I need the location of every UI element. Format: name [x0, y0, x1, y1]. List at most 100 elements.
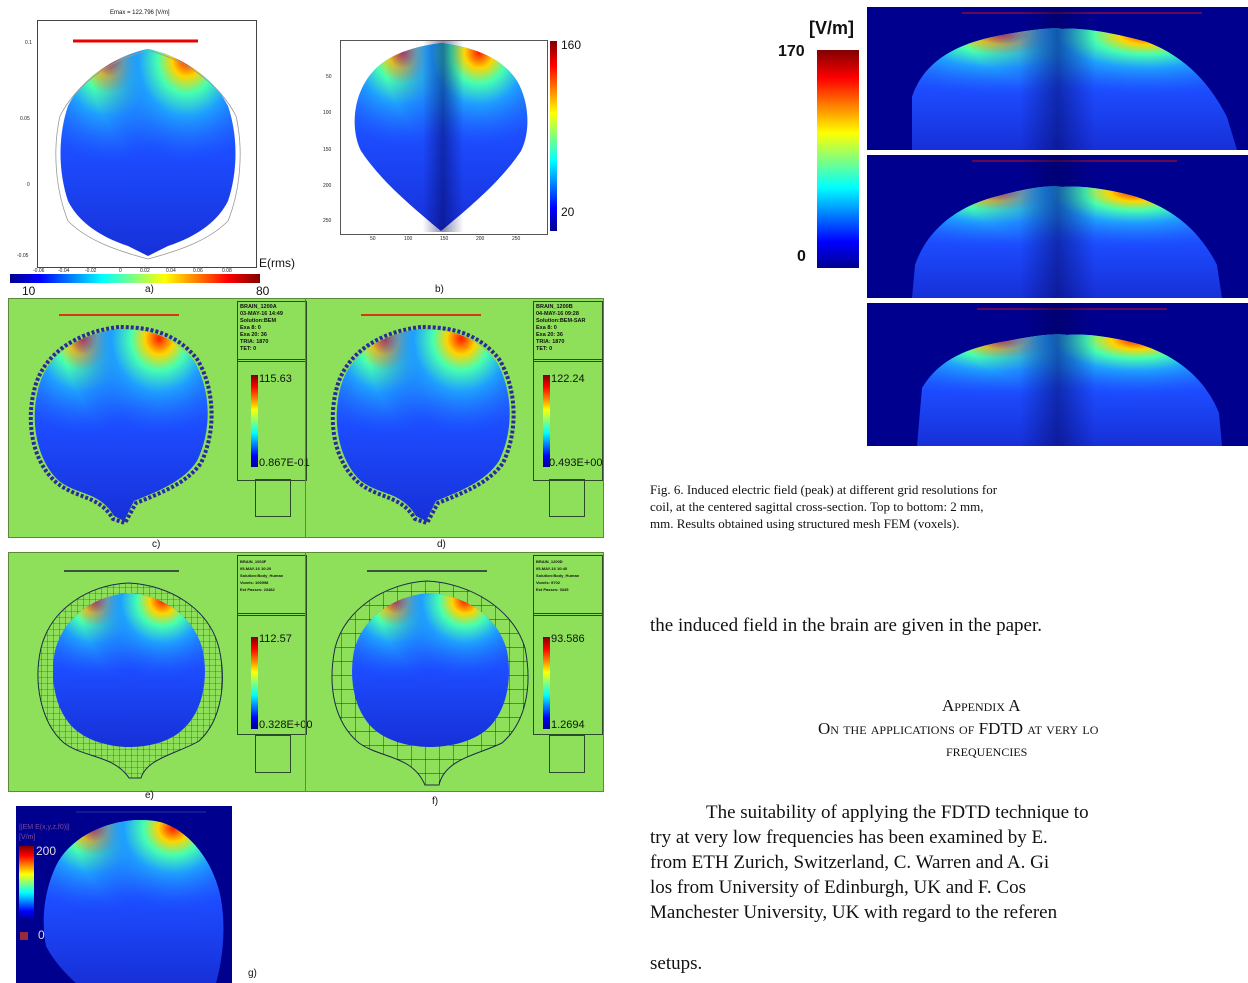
figure-e-cb-max: 112.57 [259, 633, 292, 645]
y-tick: 100 [323, 110, 332, 116]
figure-g-marker [20, 932, 28, 940]
figure-d-info-box: BRAIN_1200B 04-MAY-16 09:28 Solution:BEM… [533, 301, 603, 362]
fig6-caption-line-3: mm. Results obtained using structured me… [650, 516, 960, 531]
info-line: 04-MAY-16 09:28 [536, 311, 579, 317]
info-line: TRIA: 1870 [536, 339, 565, 345]
figure-c-colorbar-box [237, 359, 307, 481]
x-tick: 50 [370, 236, 376, 242]
figure-g-label: g) [248, 968, 257, 979]
fig6-field-bottom [867, 303, 1248, 446]
info-line: Exa 8: 0 [536, 325, 557, 331]
figure-g: ||EM E(x,y,z,f0)|| [V/m] 200 0 [16, 806, 232, 983]
figure-c-colorbar [251, 375, 258, 467]
info-line: BRAIN_1200D [536, 559, 563, 564]
info-line: 03-MAY-16 14:49 [240, 311, 283, 317]
x-tick: -0.06 [33, 268, 45, 274]
figure-a: Emax = 122.796 [V/m] 0.1 0.05 0 -0.05 -0… [0, 10, 300, 298]
info-line: Solution:BEM [240, 318, 277, 324]
figure-a-plot-frame [37, 20, 257, 268]
fig6-cb-min: 0 [797, 248, 806, 265]
y-tick: 200 [323, 183, 332, 189]
figure-b: 50 100 150 200 250 50 100 150 200 250 16… [320, 30, 582, 300]
figure-c-wireframe-head [28, 314, 214, 526]
figure-b-colorbar [550, 41, 557, 231]
figure-a-head-map [55, 39, 241, 260]
paragraph-line: from ETH Zurich, Switzerland, C. Warren … [650, 852, 1050, 873]
figure-f-voxel-head [331, 570, 529, 786]
x-tick: -0.02 [85, 268, 97, 274]
body-text-line: the induced field in the brain are given… [650, 615, 1042, 636]
figure-a-cb-max: 80 [256, 284, 270, 298]
x-tick: 250 [512, 236, 521, 242]
appendix-title: Appendix A [942, 696, 1021, 715]
fig6-field-top [867, 7, 1248, 150]
figure-e-divider [305, 553, 306, 791]
figure-f-axes-box [549, 735, 585, 773]
fig6-field-middle [867, 155, 1248, 298]
fig6-image-middle [867, 155, 1248, 298]
fig6-unit: [V/m] [809, 18, 854, 38]
figure-f-label: f) [432, 796, 439, 807]
figure-c-divider [305, 299, 306, 537]
info-line: Exa 20: 36 [536, 332, 563, 338]
y-tick: -0.05 [17, 253, 29, 259]
figure-f-colorbar-box [533, 613, 603, 735]
info-line: Solution:BEM-SAR [536, 318, 586, 324]
info-line: TET: 0 [536, 346, 553, 352]
appendix-subtitle-2: frequencies [946, 741, 1028, 760]
figure-d-wireframe-head [330, 314, 516, 526]
figure-a-title: Emax = 122.796 [V/m] [110, 10, 170, 16]
figure-b-brain-map [341, 41, 545, 232]
appendix-subtitle-1: On the applications of FDTD at very lo [818, 719, 1099, 738]
figure-f-info-box: BRAIN_1200D 05-MAY-16 10:40 Solution:Bod… [533, 555, 603, 616]
figure-b-label: b) [435, 284, 444, 295]
figure-e-label: e) [145, 790, 154, 801]
figure-e-voxel-head [37, 570, 223, 779]
figure-g-cb-max: 200 [36, 844, 57, 858]
fig6-image-bottom [867, 303, 1248, 446]
paragraph-line: los from University of Edinburgh, UK and… [650, 877, 1027, 898]
y-tick: 150 [323, 147, 332, 153]
figure-d-label: d) [437, 539, 446, 550]
info-line: Exa 20: 36 [240, 332, 267, 338]
figure-cd-panel: BRAIN_1200A 03-MAY-16 14:49 Solution:BEM… [8, 298, 604, 538]
figure-e-colorbar-box [237, 613, 307, 735]
figure-ef-panel: BRAIN_1063F 05-MAY-16 10:20 Solution:Bod… [8, 552, 604, 792]
figure-d-colorbar-box [533, 359, 603, 481]
figure-b-plot-frame [340, 40, 548, 235]
figure-e-info-box: BRAIN_1063F 05-MAY-16 10:20 Solution:Bod… [237, 555, 307, 616]
fig6-image-top [867, 7, 1248, 150]
figure-f-colorbar [543, 637, 550, 729]
info-line: BRAIN_1063F [240, 559, 267, 564]
figure-e-axes-box [255, 735, 291, 773]
figure-g-legend-title: ||EM E(x,y,z,f0)|| [19, 824, 70, 831]
figure-c-cb-min: 0.867E-01 [259, 457, 310, 469]
figure-a-cb-min: 10 [22, 284, 36, 298]
figure-c-info-box: BRAIN_1200A 03-MAY-16 14:49 Solution:BEM… [237, 301, 307, 362]
info-line: Exa 8: 0 [240, 325, 261, 331]
paragraph-line: Manchester University, UK with regard to… [650, 902, 1058, 923]
figure-b-cb-max: 160 [561, 38, 582, 52]
fig6-caption-line-1: Fig. 6. Induced electric field (peak) at… [650, 482, 998, 497]
paragraph-line: The suitability of applying the FDTD tec… [706, 802, 1089, 823]
info-line: Voxels: 9702 [536, 580, 560, 585]
figure-d-axes-box [549, 479, 585, 517]
info-line: Ext Passes: 23482 [240, 587, 275, 592]
figure-e-cb-min: 0.328E+00 [259, 719, 313, 731]
x-tick: 150 [440, 236, 449, 242]
figure-a-colorbar [10, 274, 260, 283]
fig6-caption-line-2: coil, at the centered sagittal cross-sec… [650, 499, 984, 514]
x-tick: 0.04 [166, 268, 176, 274]
info-line: BRAIN_1200B [536, 304, 573, 310]
fig6-cb-max: 170 [778, 43, 805, 60]
figure-a-label: a) [145, 284, 154, 295]
figure-f-cb-max: 93.586 [551, 633, 585, 645]
fig6-colorbar [817, 50, 859, 268]
y-tick: 50 [326, 74, 332, 80]
figure-f-cb-min: 1.2694 [551, 719, 585, 731]
paragraph-line: try at very low frequencies has been exa… [650, 827, 1048, 848]
info-line: BRAIN_1200A [240, 304, 277, 310]
info-line: TRIA: 1870 [240, 339, 269, 345]
x-tick: -0.04 [58, 268, 70, 274]
figure-c-cb-max: 115.63 [259, 373, 292, 385]
